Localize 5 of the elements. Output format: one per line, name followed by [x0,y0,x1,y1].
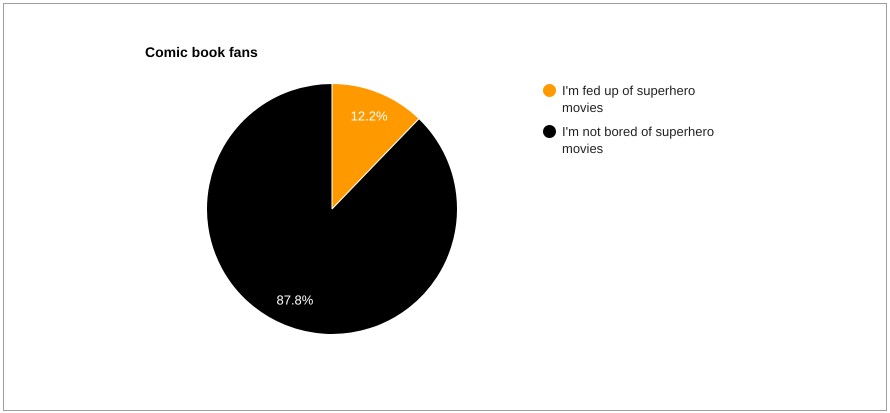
data-label: 87.8% [276,292,314,308]
legend-label: I'm not bored of superhero movies [562,124,714,156]
data-label: 12.2% [350,108,388,124]
chart-title: Comic book fans [145,44,258,60]
legend-label: I'm fed up of superhero movies [562,83,696,115]
